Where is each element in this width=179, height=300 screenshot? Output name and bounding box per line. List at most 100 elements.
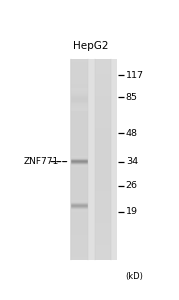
Bar <box>95 71 111 73</box>
Bar <box>71 93 88 94</box>
Bar <box>95 154 111 156</box>
Bar <box>71 228 88 230</box>
Bar <box>71 101 88 103</box>
Bar <box>71 74 88 76</box>
Bar <box>71 96 88 97</box>
Bar <box>71 200 88 201</box>
Bar <box>95 223 111 225</box>
Bar <box>71 165 88 166</box>
Bar <box>71 99 88 101</box>
Bar <box>95 124 111 126</box>
Bar <box>95 161 111 163</box>
Bar <box>71 202 88 203</box>
Bar <box>71 149 88 151</box>
Text: 19: 19 <box>126 207 138 216</box>
Bar <box>95 202 111 203</box>
Bar <box>71 69 88 71</box>
Bar <box>71 173 88 175</box>
Bar <box>71 202 88 203</box>
Bar <box>95 237 111 238</box>
Bar <box>71 98 88 99</box>
Bar <box>71 188 88 190</box>
Bar <box>95 218 111 220</box>
Bar <box>95 182 111 183</box>
Bar <box>95 213 111 215</box>
Bar <box>95 203 111 205</box>
Bar <box>71 153 88 154</box>
Bar <box>95 59 111 61</box>
Bar <box>71 81 88 82</box>
Bar <box>95 206 111 208</box>
Bar <box>71 213 88 215</box>
Bar <box>95 61 111 62</box>
Bar <box>95 245 111 247</box>
Bar <box>71 222 88 223</box>
Bar <box>71 203 88 204</box>
Bar <box>71 233 88 235</box>
Bar <box>95 191 111 193</box>
Bar <box>71 225 88 226</box>
Bar <box>71 106 88 107</box>
Bar <box>71 226 88 228</box>
Bar <box>95 111 111 113</box>
Bar <box>71 206 88 208</box>
Bar <box>71 252 88 254</box>
Bar <box>71 129 88 131</box>
Bar <box>71 91 88 92</box>
Bar <box>71 103 88 104</box>
Bar <box>71 185 88 186</box>
Bar <box>95 193 111 195</box>
Text: 85: 85 <box>126 93 138 102</box>
Bar <box>95 169 111 171</box>
Bar <box>71 161 88 163</box>
Bar <box>95 99 111 101</box>
Bar <box>95 196 111 198</box>
Bar <box>95 254 111 255</box>
Bar <box>95 168 111 170</box>
Bar <box>95 178 111 180</box>
Text: 48: 48 <box>126 129 138 138</box>
Bar <box>71 168 88 170</box>
Bar <box>95 228 111 230</box>
Bar <box>95 190 111 191</box>
Bar <box>71 126 88 128</box>
Bar <box>71 77 88 79</box>
Bar <box>95 118 111 119</box>
Bar <box>95 200 111 202</box>
Bar <box>95 198 111 200</box>
Bar <box>71 205 88 206</box>
Bar <box>95 116 111 118</box>
Bar <box>95 166 111 168</box>
Bar <box>71 218 88 220</box>
Bar <box>95 91 111 93</box>
Text: (kD): (kD) <box>126 272 144 280</box>
Bar <box>95 250 111 252</box>
Bar <box>95 180 111 182</box>
Bar <box>95 108 111 109</box>
Bar <box>71 178 88 180</box>
Bar <box>95 153 111 154</box>
Bar <box>95 248 111 250</box>
Bar <box>95 185 111 186</box>
Bar <box>71 160 88 161</box>
Bar <box>71 96 88 98</box>
Bar <box>71 208 88 209</box>
Bar <box>95 243 111 245</box>
Bar <box>95 106 111 108</box>
Bar <box>71 182 88 183</box>
Bar <box>71 114 88 116</box>
Bar <box>95 131 111 133</box>
Bar <box>95 171 111 173</box>
Bar <box>95 242 111 243</box>
Bar <box>71 82 88 84</box>
Bar <box>95 186 111 188</box>
Bar <box>71 215 88 217</box>
Bar <box>71 104 88 106</box>
Bar <box>71 94 88 96</box>
Text: 117: 117 <box>126 71 144 80</box>
Bar <box>95 238 111 240</box>
Bar <box>71 146 88 148</box>
Bar <box>95 123 111 124</box>
Bar <box>95 217 111 218</box>
Bar <box>95 94 111 96</box>
